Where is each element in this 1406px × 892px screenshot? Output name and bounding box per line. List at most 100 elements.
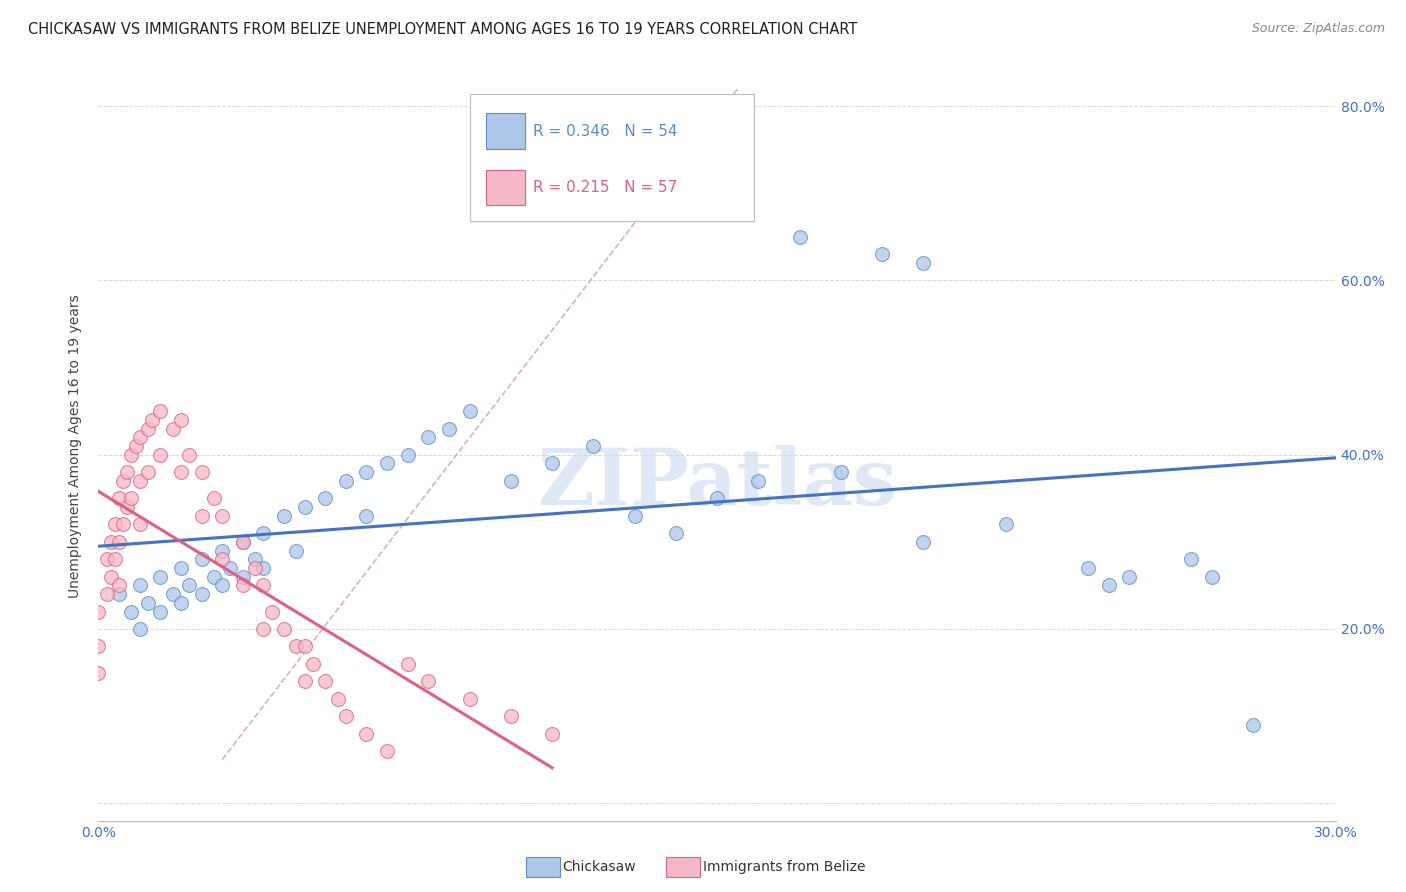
Point bbox=[356, 465, 378, 479]
Y-axis label: Unemployment Among Ages 16 to 19 years: Unemployment Among Ages 16 to 19 years bbox=[69, 294, 83, 598]
Point bbox=[211, 543, 233, 558]
Point bbox=[149, 404, 172, 418]
Point bbox=[96, 587, 118, 601]
Point bbox=[706, 491, 728, 506]
Point bbox=[1180, 552, 1202, 566]
Point bbox=[108, 578, 131, 592]
Text: R = 0.346   N = 54: R = 0.346 N = 54 bbox=[533, 124, 678, 139]
Point bbox=[1241, 718, 1264, 732]
Point bbox=[326, 691, 349, 706]
Point bbox=[335, 709, 357, 723]
Point bbox=[458, 691, 481, 706]
Point bbox=[335, 474, 357, 488]
Point bbox=[232, 578, 254, 592]
Point bbox=[211, 508, 233, 523]
Point bbox=[179, 578, 201, 592]
Point bbox=[162, 587, 184, 601]
Point bbox=[747, 474, 769, 488]
Point bbox=[273, 622, 295, 636]
Point bbox=[112, 474, 135, 488]
Point bbox=[665, 526, 688, 541]
Point bbox=[437, 421, 460, 435]
Point bbox=[541, 457, 564, 471]
Point bbox=[1201, 570, 1223, 584]
Point bbox=[285, 543, 308, 558]
Point bbox=[162, 421, 184, 435]
Point bbox=[541, 726, 564, 740]
Point bbox=[1077, 561, 1099, 575]
FancyBboxPatch shape bbox=[470, 94, 754, 221]
Point bbox=[104, 552, 127, 566]
Point bbox=[141, 413, 163, 427]
Text: R = 0.215   N = 57: R = 0.215 N = 57 bbox=[533, 180, 676, 195]
Point bbox=[190, 508, 212, 523]
Point bbox=[994, 517, 1017, 532]
Point bbox=[202, 491, 225, 506]
Point bbox=[136, 596, 159, 610]
Point bbox=[375, 457, 398, 471]
Point bbox=[789, 230, 811, 244]
Point bbox=[149, 448, 172, 462]
Point bbox=[356, 726, 378, 740]
Point bbox=[396, 657, 419, 671]
Point bbox=[170, 413, 193, 427]
Point bbox=[232, 570, 254, 584]
Point bbox=[396, 448, 419, 462]
Point bbox=[211, 578, 233, 592]
Point bbox=[202, 570, 225, 584]
Point bbox=[190, 552, 212, 566]
FancyBboxPatch shape bbox=[485, 113, 526, 149]
Point bbox=[294, 500, 316, 514]
Point bbox=[108, 587, 131, 601]
Point bbox=[623, 508, 645, 523]
Point bbox=[499, 709, 522, 723]
Point bbox=[1118, 570, 1140, 584]
Text: CHICKASAW VS IMMIGRANTS FROM BELIZE UNEMPLOYMENT AMONG AGES 16 TO 19 YEARS CORRE: CHICKASAW VS IMMIGRANTS FROM BELIZE UNEM… bbox=[28, 22, 858, 37]
Point bbox=[273, 508, 295, 523]
Point bbox=[100, 570, 122, 584]
Text: Immigrants from Belize: Immigrants from Belize bbox=[703, 860, 866, 874]
Point bbox=[830, 465, 852, 479]
Point bbox=[108, 534, 131, 549]
Point bbox=[252, 578, 274, 592]
Point bbox=[211, 552, 233, 566]
Point bbox=[170, 561, 193, 575]
Point bbox=[112, 517, 135, 532]
Point bbox=[302, 657, 325, 671]
Text: ZIPatlas: ZIPatlas bbox=[537, 445, 897, 522]
Point bbox=[128, 622, 150, 636]
Point bbox=[190, 587, 212, 601]
Point bbox=[418, 674, 440, 689]
Point bbox=[128, 578, 150, 592]
Point bbox=[219, 561, 242, 575]
Point bbox=[136, 421, 159, 435]
Point bbox=[912, 256, 935, 270]
Point bbox=[170, 465, 193, 479]
Point bbox=[108, 491, 131, 506]
Point bbox=[149, 605, 172, 619]
Point bbox=[117, 465, 139, 479]
Point bbox=[870, 247, 893, 261]
Point bbox=[252, 526, 274, 541]
Point bbox=[243, 561, 266, 575]
Point bbox=[418, 430, 440, 444]
Point bbox=[232, 534, 254, 549]
Point bbox=[120, 605, 142, 619]
Point bbox=[120, 448, 142, 462]
Point bbox=[87, 640, 110, 654]
Point bbox=[87, 605, 110, 619]
Point bbox=[294, 640, 316, 654]
Point bbox=[117, 500, 139, 514]
Point bbox=[1098, 578, 1121, 592]
Point bbox=[499, 474, 522, 488]
Point bbox=[252, 561, 274, 575]
Point bbox=[128, 430, 150, 444]
Point bbox=[100, 534, 122, 549]
Point bbox=[260, 605, 283, 619]
Text: Chickasaw: Chickasaw bbox=[562, 860, 636, 874]
Point bbox=[96, 552, 118, 566]
Text: Source: ZipAtlas.com: Source: ZipAtlas.com bbox=[1251, 22, 1385, 36]
Point bbox=[294, 674, 316, 689]
Point bbox=[458, 404, 481, 418]
Point bbox=[124, 439, 146, 453]
